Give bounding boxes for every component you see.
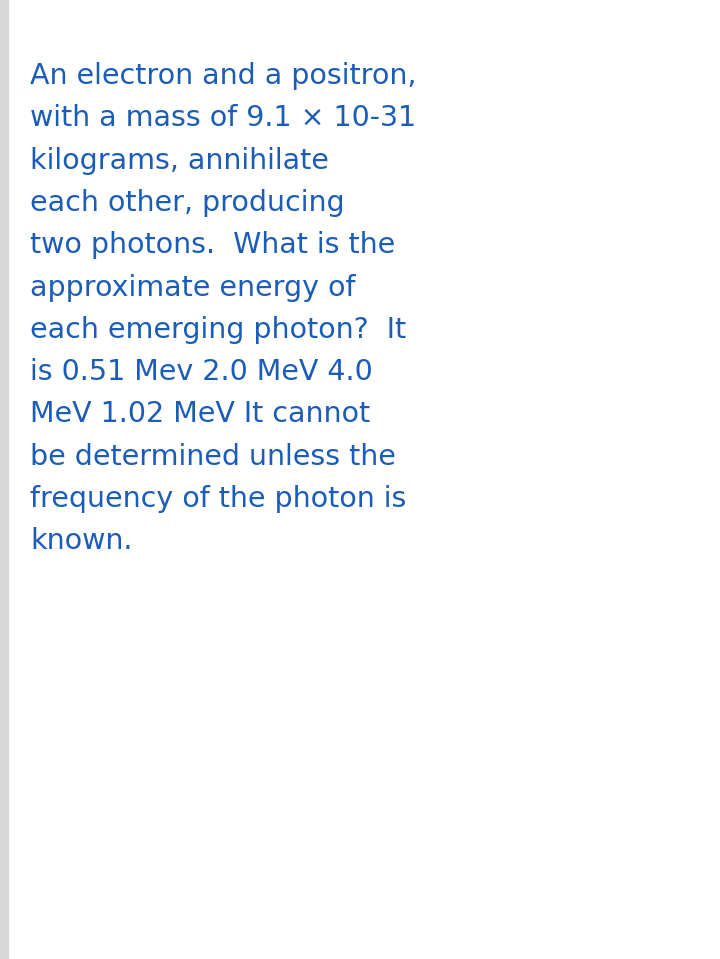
Text: An electron and a positron,
with a mass of 9.1 × 10-31
kilograms, annihilate
eac: An electron and a positron, with a mass … [30, 62, 416, 555]
Bar [0, 0, 8, 959]
